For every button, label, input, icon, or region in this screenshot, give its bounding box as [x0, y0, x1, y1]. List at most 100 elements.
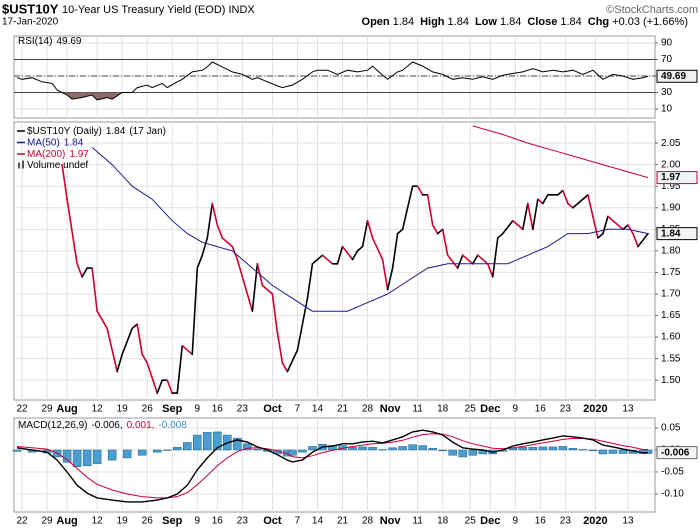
quote-value: 1.84 [448, 16, 469, 28]
price-segment [221, 237, 234, 248]
price-segment [491, 237, 499, 278]
histogram-bar [438, 449, 447, 452]
credit: ©StockCharts.com [606, 4, 698, 16]
price-segment [632, 232, 639, 248]
price-segment [276, 331, 284, 364]
price-segment [336, 245, 344, 265]
y-tick-label: 2.00 [661, 159, 681, 170]
price-segment [311, 258, 319, 265]
panel [13, 417, 656, 513]
price-segment [391, 232, 399, 269]
histogram-bar [448, 449, 457, 456]
histogram-bar [468, 449, 477, 456]
x-tick-label: 26 [142, 516, 154, 527]
x-tick-label: 28 [362, 516, 374, 527]
value-badge-label: 49.69 [661, 71, 686, 82]
y-tick-label: 1.95 [661, 181, 681, 192]
price-segment [181, 344, 194, 356]
y-tick-label: 1.60 [661, 332, 681, 343]
price-segment [381, 258, 389, 291]
symbol: $UST10Y [2, 1, 59, 16]
x-tick-label: Nov [380, 403, 402, 415]
legend-value: 1.84 [106, 126, 126, 137]
price-segment [136, 323, 143, 356]
legend-name: RSI(14) [18, 36, 52, 47]
price-segment [521, 202, 529, 231]
price-segment [241, 275, 254, 313]
price-segment [476, 254, 489, 265]
legend: RSI(14) 49.69 [18, 36, 82, 47]
price-segment [76, 263, 83, 278]
price-segment [537, 198, 544, 205]
price-segment [191, 267, 199, 356]
quote-value: 1.84 [393, 16, 414, 28]
histogram-bar [518, 447, 528, 451]
y-tick-label: 1.75 [661, 267, 681, 278]
price-segment [61, 163, 68, 200]
histogram-bar [72, 449, 82, 467]
y-tick-label: 0.05 [661, 423, 681, 434]
histogram-bar [348, 447, 357, 451]
price-segment [562, 189, 569, 205]
quote-value: 1.84 [500, 16, 521, 28]
x-tick-label: 11 [412, 516, 423, 527]
price-segment [366, 219, 374, 239]
price-segment [466, 258, 474, 265]
rsi-line [16, 61, 649, 101]
histogram-bar [548, 446, 558, 451]
value-badge [656, 227, 698, 241]
x-tick-label: 21 [337, 516, 349, 527]
price-segment [577, 194, 589, 205]
x-tick-label: 22 [16, 404, 28, 415]
histogram-bar [137, 449, 147, 456]
panel [13, 35, 656, 119]
price-segment [532, 198, 539, 231]
histogram-bar [408, 444, 417, 451]
y-tick-label: 1.55 [661, 353, 681, 364]
x-tick-label: 26 [142, 404, 154, 415]
histogram-bar [203, 432, 212, 451]
x-tick-label: 7 [295, 404, 301, 415]
x-tick-label: 16 [212, 404, 224, 415]
price-segment [567, 202, 574, 209]
histogram-bar [173, 447, 182, 451]
price-segment [396, 228, 404, 235]
x-tick-label: 18 [437, 516, 449, 527]
x-tick-label: 23 [560, 516, 572, 527]
price-segment [126, 327, 133, 343]
x-tick-label: 21 [337, 404, 349, 415]
y-tick-label: 1.90 [661, 202, 681, 213]
price-segment [306, 263, 314, 300]
moving-average [472, 125, 649, 179]
quote-label: Open [362, 16, 390, 28]
x-tick-label: 9 [195, 404, 201, 415]
x-tick-label: Sep [162, 403, 182, 415]
price-segment [206, 202, 214, 239]
histogram-bar [162, 449, 172, 451]
price-segment [436, 228, 444, 235]
histogram-bar [107, 449, 117, 461]
price-segment [592, 215, 599, 239]
x-tick-label: Aug [56, 403, 77, 415]
price-segment [461, 254, 469, 261]
x-tick-label: Oct [263, 515, 282, 527]
x-tick-label: 7 [295, 516, 301, 527]
value-badge-label: 1.97 [661, 172, 681, 183]
y-tick-label: 2.05 [661, 138, 681, 149]
x-tick-label: 9 [195, 516, 201, 527]
legend-swatch [18, 162, 20, 169]
price-segment [356, 245, 364, 252]
price-segment [511, 219, 519, 226]
price-segment [401, 185, 414, 231]
quote-value: 1.84 [560, 16, 581, 28]
price-segment [446, 254, 459, 269]
legend-name: MA(200) [27, 149, 65, 160]
price-segment [496, 232, 504, 239]
price-segment [501, 219, 514, 235]
histogram-bar [12, 449, 22, 452]
quote-label: Low [475, 16, 497, 28]
x-tick-label: 19 [117, 404, 129, 415]
histogram-bar [183, 442, 192, 451]
x-tick-label: 14 [312, 404, 324, 415]
price-segment [296, 323, 304, 351]
